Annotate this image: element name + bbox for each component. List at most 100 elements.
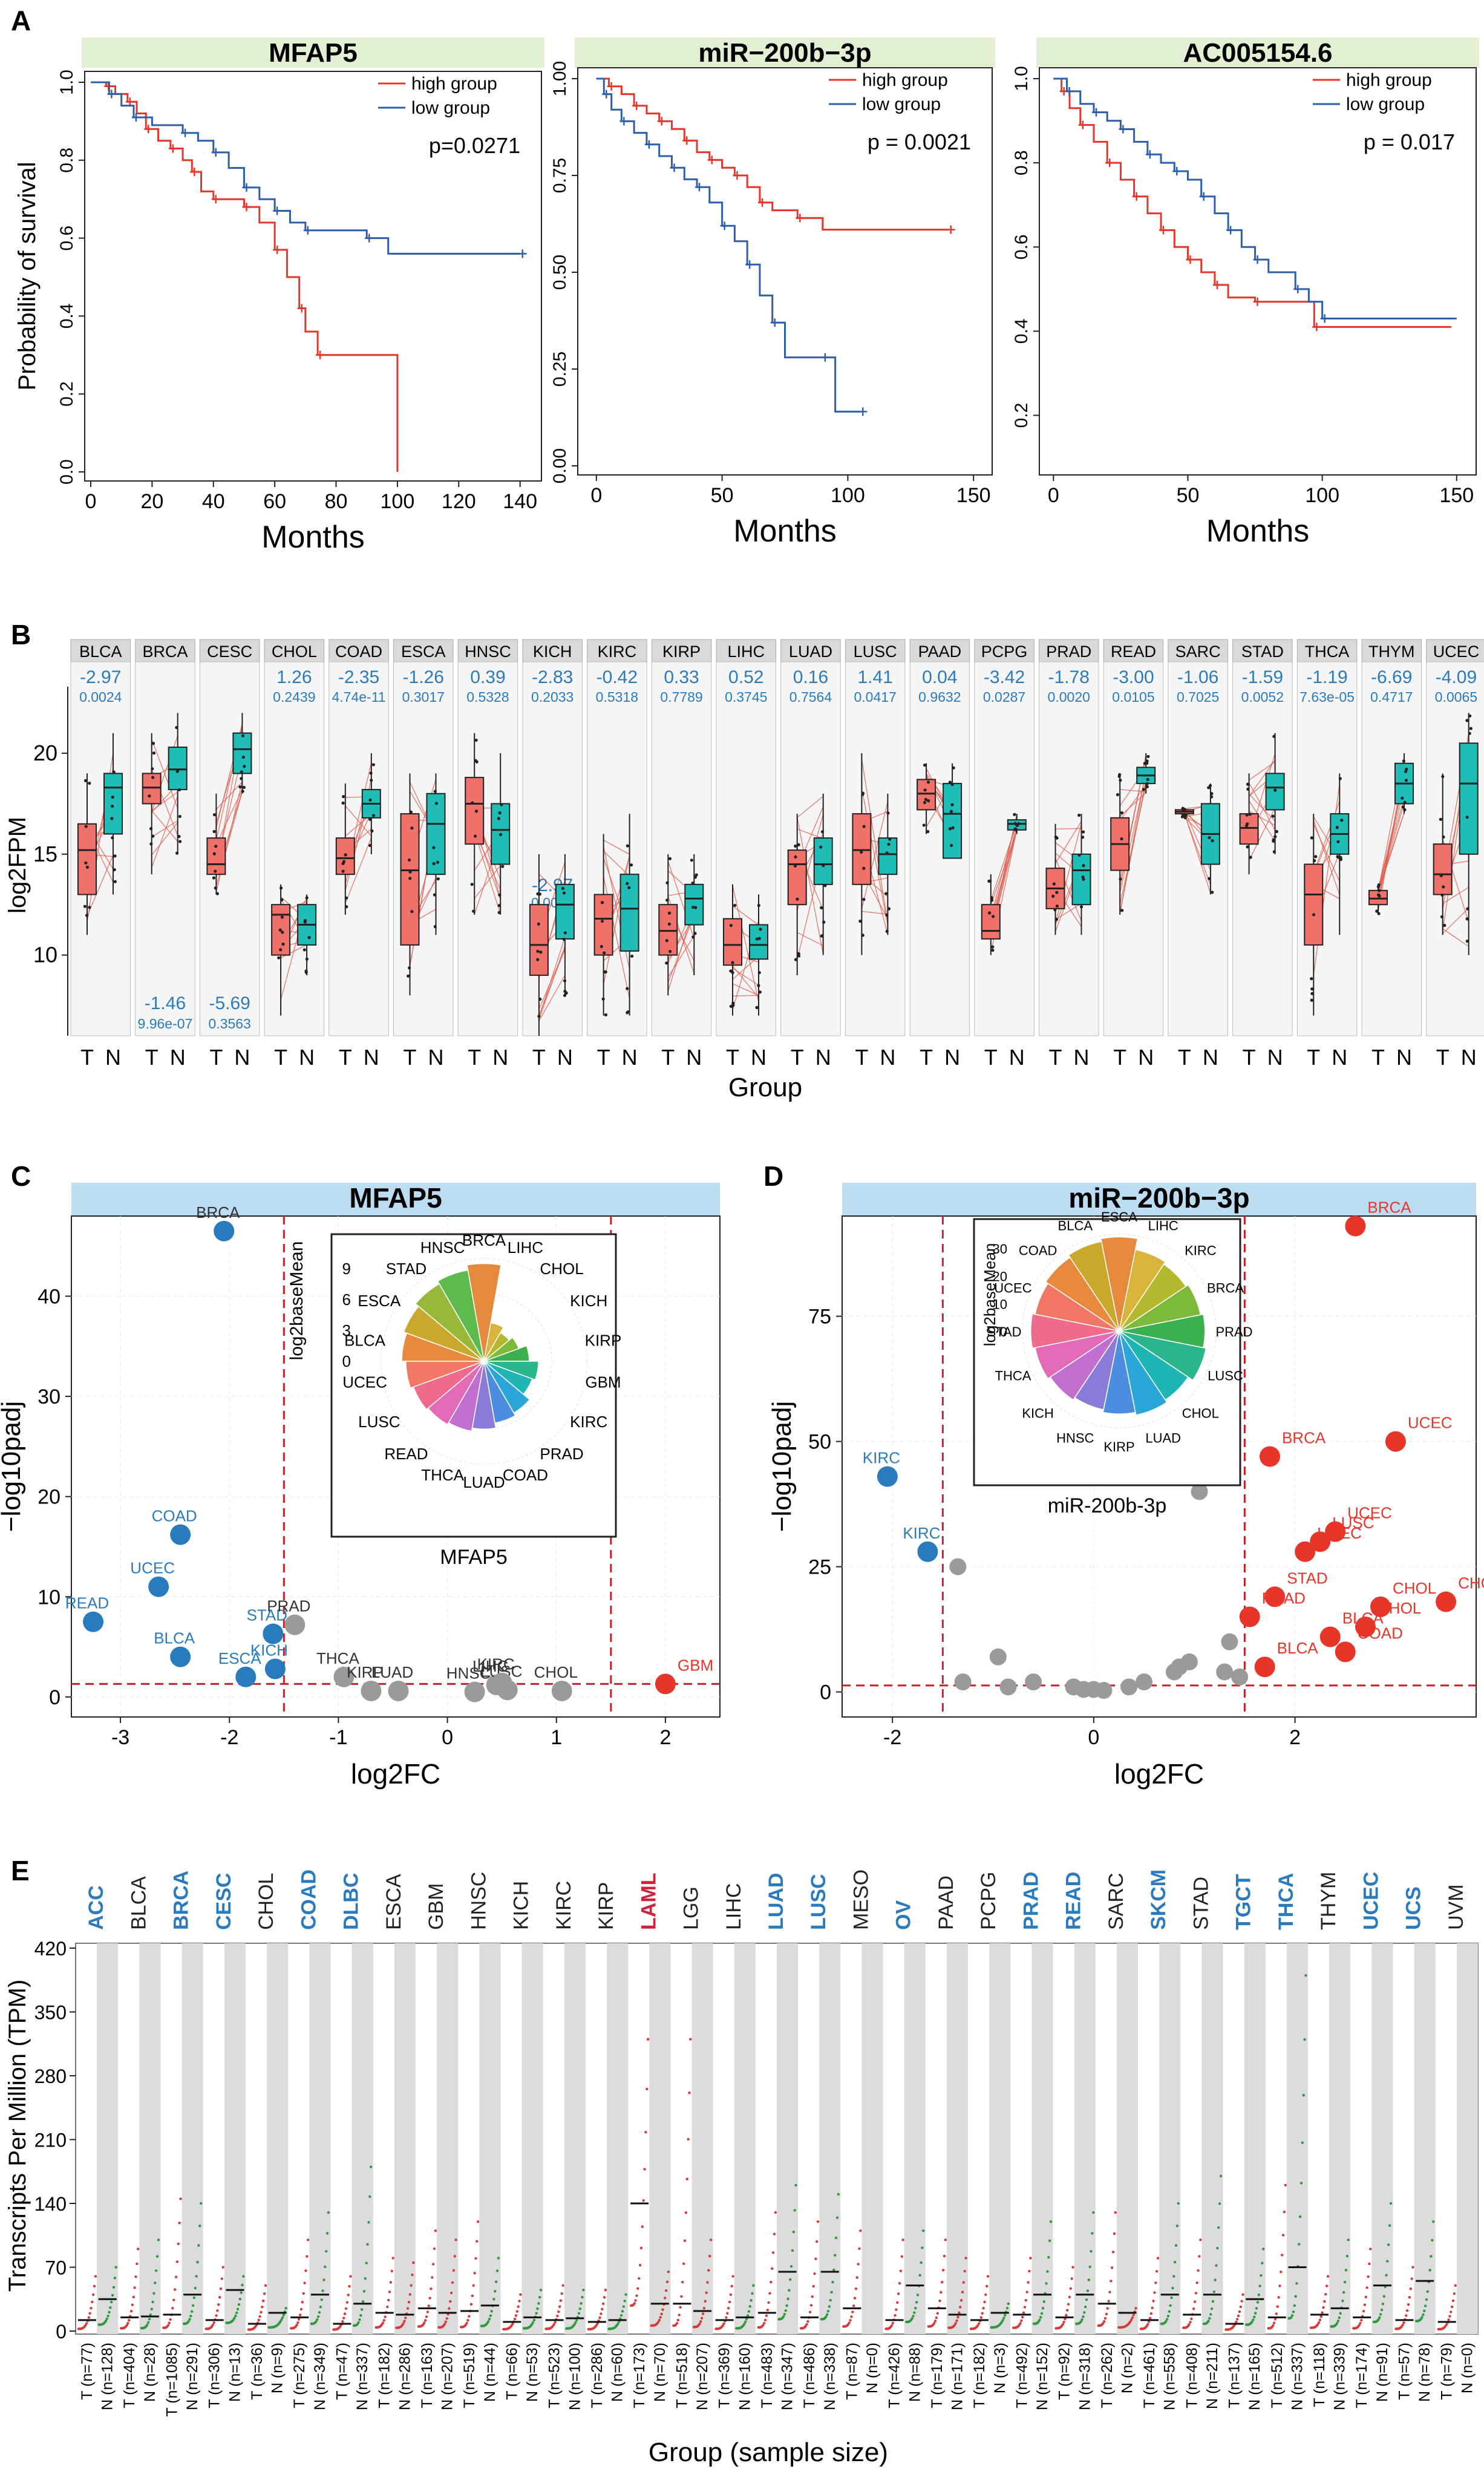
- normal-point: [1275, 829, 1279, 834]
- normal-point: [305, 896, 309, 900]
- tumor-point: [1149, 2312, 1153, 2315]
- y-tick-label: 30: [38, 1385, 60, 1408]
- normal-point: [1465, 816, 1469, 819]
- pair-line: [1313, 824, 1340, 882]
- normal-point: [1388, 2224, 1391, 2227]
- inset-slice-label: KICH: [1022, 1405, 1054, 1421]
- normal-point: [745, 2317, 748, 2321]
- tumor-point: [1020, 2319, 1023, 2323]
- censor-mark: [1253, 255, 1262, 264]
- inset-grid-ring: [381, 1258, 587, 1465]
- normal-box: [813, 837, 833, 885]
- normal-point: [241, 2283, 244, 2287]
- normal-point: [626, 844, 629, 848]
- p-value: 0.5328: [466, 689, 509, 705]
- censor-mark: [1293, 284, 1303, 293]
- tumor-point: [136, 2262, 139, 2266]
- inset-slice-label: KICH: [570, 1292, 607, 1310]
- cancer-name: LUAD: [765, 1873, 788, 1930]
- normal-point: [561, 886, 565, 891]
- tumor-point: [219, 2287, 223, 2291]
- point-label: THCA: [316, 1649, 359, 1667]
- normal-point: [1090, 2250, 1093, 2253]
- tumor-point: [341, 2320, 344, 2323]
- normal-point: [1003, 2314, 1007, 2317]
- normal-sample-size: N (n=558): [1162, 2343, 1178, 2410]
- normal-band: [139, 1943, 161, 2334]
- tumor-point: [765, 2314, 768, 2317]
- normal-point: [402, 2322, 405, 2325]
- group-label-t: T: [726, 1045, 739, 1070]
- tumor-point: [794, 855, 797, 859]
- fold-change: 0.04: [922, 667, 957, 687]
- normal-point: [1386, 2260, 1389, 2263]
- y-tick-label: 0: [56, 2321, 67, 2343]
- normal-point: [1389, 2202, 1393, 2205]
- y-tick-label: 1.0: [1012, 66, 1031, 91]
- pair-line: [1249, 782, 1276, 831]
- p-value: 0.3563: [208, 1016, 250, 1032]
- pair-line: [1313, 800, 1340, 874]
- normal-sample-size: N (n=13): [226, 2343, 243, 2402]
- normal-point: [1422, 2313, 1425, 2317]
- normal-point: [747, 2310, 751, 2313]
- tumor-point: [766, 2308, 769, 2312]
- tumor-point: [641, 2225, 644, 2228]
- censor-mark: [858, 407, 868, 416]
- cancer-name: PRAD: [1019, 1872, 1042, 1930]
- tumor-point: [342, 795, 345, 799]
- normal-point: [619, 2314, 623, 2317]
- normal-point: [575, 2318, 578, 2322]
- tumor-point: [990, 896, 993, 900]
- normal-point: [113, 868, 116, 872]
- tumor-point: [1102, 2320, 1106, 2323]
- tumor-point: [280, 898, 284, 901]
- group-label-t: T: [1113, 1045, 1126, 1070]
- tumor-point: [1152, 2300, 1155, 2303]
- normal-sample-size: N (n=207): [439, 2343, 456, 2410]
- tumor-point: [1065, 2314, 1068, 2317]
- inset-slice-label: THCA: [995, 1369, 1031, 1384]
- normal-point: [1081, 836, 1085, 839]
- tumor-box: [206, 837, 226, 875]
- normal-point: [691, 935, 695, 939]
- normal-point: [1385, 2274, 1388, 2277]
- inset-slice-label: UCEC: [342, 1373, 387, 1391]
- tumor-point: [688, 2091, 691, 2095]
- pair-line: [797, 796, 824, 818]
- normal-point: [240, 777, 243, 780]
- y-tick-label: 40: [38, 1285, 60, 1308]
- normal-point: [1302, 2093, 1305, 2097]
- normal-point: [154, 2269, 158, 2272]
- tumor-point: [722, 2322, 725, 2325]
- tumor-point: [166, 2324, 170, 2327]
- normal-point: [538, 2295, 541, 2299]
- normal-point: [1273, 835, 1277, 839]
- tumor-point: [1146, 2323, 1149, 2326]
- normal-point: [197, 2244, 200, 2247]
- normal-point: [497, 2257, 500, 2260]
- tumor-point: [1021, 2315, 1024, 2319]
- normal-sample-size: N (n=291): [184, 2343, 201, 2410]
- tumor-point: [476, 2240, 479, 2243]
- normal-point: [370, 779, 373, 782]
- data-point: [949, 1558, 967, 1575]
- facet-label: HNSC: [465, 643, 511, 661]
- normal-point: [1336, 840, 1340, 843]
- tumor-point: [726, 2312, 729, 2315]
- normal-point: [535, 2312, 538, 2315]
- normal-point: [1173, 2260, 1177, 2264]
- cancer-name: MESO: [849, 1869, 872, 1930]
- normal-point: [564, 991, 568, 995]
- normal-point: [448, 2307, 451, 2310]
- km-curve-low-group: [1053, 77, 1457, 320]
- facet-strip: [1296, 639, 1358, 662]
- cancer-name: THYM: [1317, 1872, 1340, 1930]
- y-tick-label: 0.25: [550, 352, 570, 387]
- normal-point: [1403, 800, 1407, 804]
- normal-point: [152, 2292, 155, 2295]
- p-value: 0.5318: [596, 689, 638, 705]
- data-point: [1254, 1656, 1275, 1678]
